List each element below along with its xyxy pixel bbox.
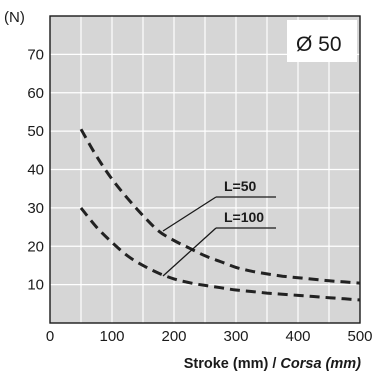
y-tick-labels: 10 20 30 40 50 60 70 <box>27 46 44 293</box>
y-tick-label: 70 <box>27 46 44 63</box>
x-tick-label: 300 <box>223 328 248 345</box>
chart-title: Ø 50 <box>296 33 342 56</box>
y-tick-label: 20 <box>27 238 44 255</box>
series-label-leader <box>162 227 217 277</box>
series-label-1: L=50 <box>224 178 257 194</box>
x-tick-label: 400 <box>285 328 310 345</box>
series-layer <box>79 128 361 302</box>
series-label-2: L=100 <box>224 209 264 225</box>
x-tick-labels: 0 100 200 300 400 500 <box>46 328 373 345</box>
x-axis-label-italic: Corsa (mm) <box>280 356 361 372</box>
label-leaders <box>162 196 276 277</box>
x-tick-label: 100 <box>99 328 124 345</box>
chart-title-background <box>287 20 357 62</box>
series-label-leader <box>162 196 217 232</box>
y-tick-label: 30 <box>27 200 44 217</box>
x-tick-label: 200 <box>161 328 186 345</box>
series-line-2 <box>79 206 361 302</box>
series-labels: L=50 L=100 <box>224 178 264 225</box>
y-tick-label: 40 <box>27 162 44 179</box>
y-tick-label: 60 <box>27 85 44 102</box>
x-tick-label: 500 <box>347 328 372 345</box>
y-axis-label: (N) <box>4 9 25 26</box>
plot-frame <box>49 15 361 324</box>
y-tick-label: 50 <box>27 123 44 140</box>
x-tick-label: 0 <box>46 328 54 345</box>
x-axis-label: Stroke (mm) / Corsa (mm) <box>184 356 361 372</box>
x-axis-label-main: Stroke (mm) / <box>184 356 281 372</box>
y-tick-label: 10 <box>27 277 44 294</box>
series-line-1 <box>79 128 361 285</box>
